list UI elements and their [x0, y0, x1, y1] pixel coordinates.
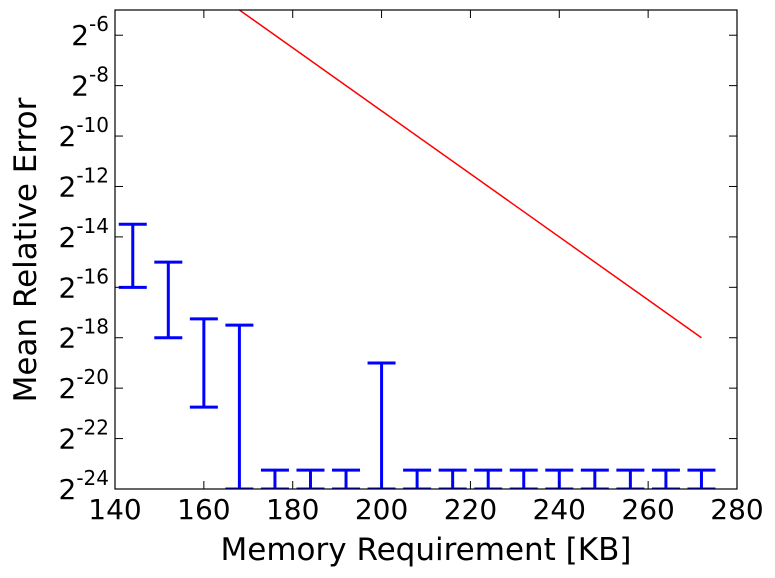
- x-tick-label: 280: [710, 493, 763, 526]
- error-bar: [616, 468, 645, 489]
- error-bar: [580, 468, 609, 489]
- error-bar: [474, 468, 503, 489]
- y-tick-label: 2-10: [59, 113, 110, 153]
- error-bar: [651, 468, 680, 489]
- axes-frame: [114, 9, 738, 490]
- x-tick-label: 180: [266, 493, 319, 526]
- error-bar: [403, 468, 432, 489]
- x-tick-label: 200: [355, 493, 408, 526]
- x-axis-label: Memory Requirement [KB]: [221, 532, 632, 568]
- y-tick-label: 2-16: [59, 264, 110, 304]
- error-bar: [687, 468, 716, 489]
- plot-area: [118, 10, 716, 489]
- error-bar: [260, 468, 289, 489]
- error-bar: [438, 468, 467, 489]
- error-bar: [189, 317, 218, 409]
- y-tick-label: 2-8: [71, 63, 109, 103]
- x-tick-label: 220: [444, 493, 497, 526]
- error-bar: [154, 260, 183, 340]
- y-tick-label: 2-12: [59, 163, 110, 203]
- error-bar: [118, 222, 147, 289]
- y-axis-label: Mean Relative Error: [8, 97, 44, 402]
- y-tick-label: 2-20: [59, 365, 110, 405]
- y-tick-label: 2-14: [59, 214, 110, 254]
- x-tick-label: 260: [621, 493, 674, 526]
- x-tick-label: 160: [177, 493, 230, 526]
- x-tick-label: 240: [533, 493, 586, 526]
- y-tick-label: 2-6: [71, 12, 109, 52]
- x-tick-label: 140: [88, 493, 141, 526]
- y-tick-label: 2-22: [59, 416, 110, 456]
- y-tick-label: 2-24: [59, 466, 110, 506]
- error-bar: [367, 361, 396, 489]
- y-tick-label: 2-18: [59, 315, 110, 355]
- error-bar: [225, 323, 254, 489]
- trend-line: [238, 10, 702, 339]
- error-bar: [332, 468, 361, 489]
- error-bar: [296, 468, 325, 489]
- error-bar: [509, 468, 538, 489]
